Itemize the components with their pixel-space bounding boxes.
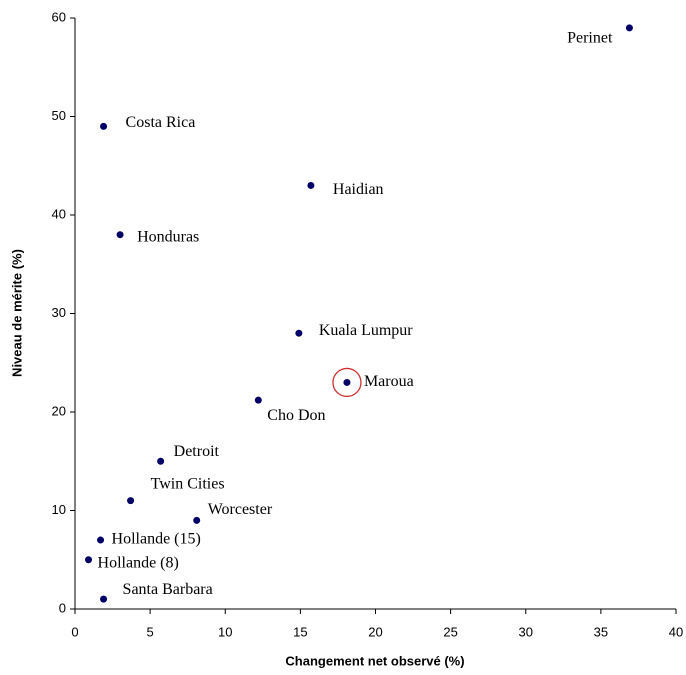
y-tick-label: 20 [52, 403, 66, 418]
y-tick-label: 30 [52, 305, 66, 320]
point [254, 396, 262, 404]
point-label: Kuala Lumpur [319, 322, 413, 339]
point [625, 24, 633, 32]
highlight-ring [332, 367, 362, 398]
point-label: Costa Rica [126, 114, 196, 131]
y-tick-label: 50 [52, 108, 66, 123]
point [85, 556, 93, 564]
x-tick-label: 30 [519, 624, 533, 639]
point-label: Twin Cities [151, 475, 225, 492]
x-tick-label: 0 [71, 624, 78, 639]
point-label: Hollande (8) [98, 554, 179, 571]
point [100, 595, 108, 603]
x-tick-label: 15 [293, 624, 307, 639]
y-tick-label: 60 [52, 9, 66, 24]
point [307, 181, 315, 189]
point-label: Detroit [174, 443, 220, 460]
point-label: Maroua [364, 373, 414, 390]
point-label: Perinet [567, 30, 613, 47]
y-tick-label: 10 [52, 502, 66, 517]
y-tick-label: 40 [52, 206, 66, 221]
point [193, 516, 201, 524]
point [127, 497, 135, 505]
point-label: Haidian [333, 181, 384, 198]
point-label: Cho Don [267, 407, 325, 424]
point-label: Hollande (15) [112, 531, 201, 548]
x-tick-label: 25 [443, 624, 457, 639]
y-tick-label: 0 [59, 600, 66, 615]
x-tick-label: 10 [218, 624, 232, 639]
point-label: Honduras [137, 228, 199, 245]
x-tick-label: 35 [594, 624, 608, 639]
point [295, 329, 303, 337]
point-label: Worcester [208, 501, 273, 518]
x-axis-label: Changement net observé (%) [285, 653, 464, 668]
x-tick-label: 5 [147, 624, 154, 639]
point [157, 457, 165, 465]
point [100, 122, 108, 130]
point [116, 231, 124, 239]
x-tick-label: 20 [368, 624, 382, 639]
point [343, 378, 351, 386]
point-label: Santa Barbara [123, 581, 213, 598]
point [97, 536, 105, 544]
x-tick-label: 40 [669, 624, 683, 639]
y-axis-label: Niveau de mérite (%) [9, 249, 24, 377]
